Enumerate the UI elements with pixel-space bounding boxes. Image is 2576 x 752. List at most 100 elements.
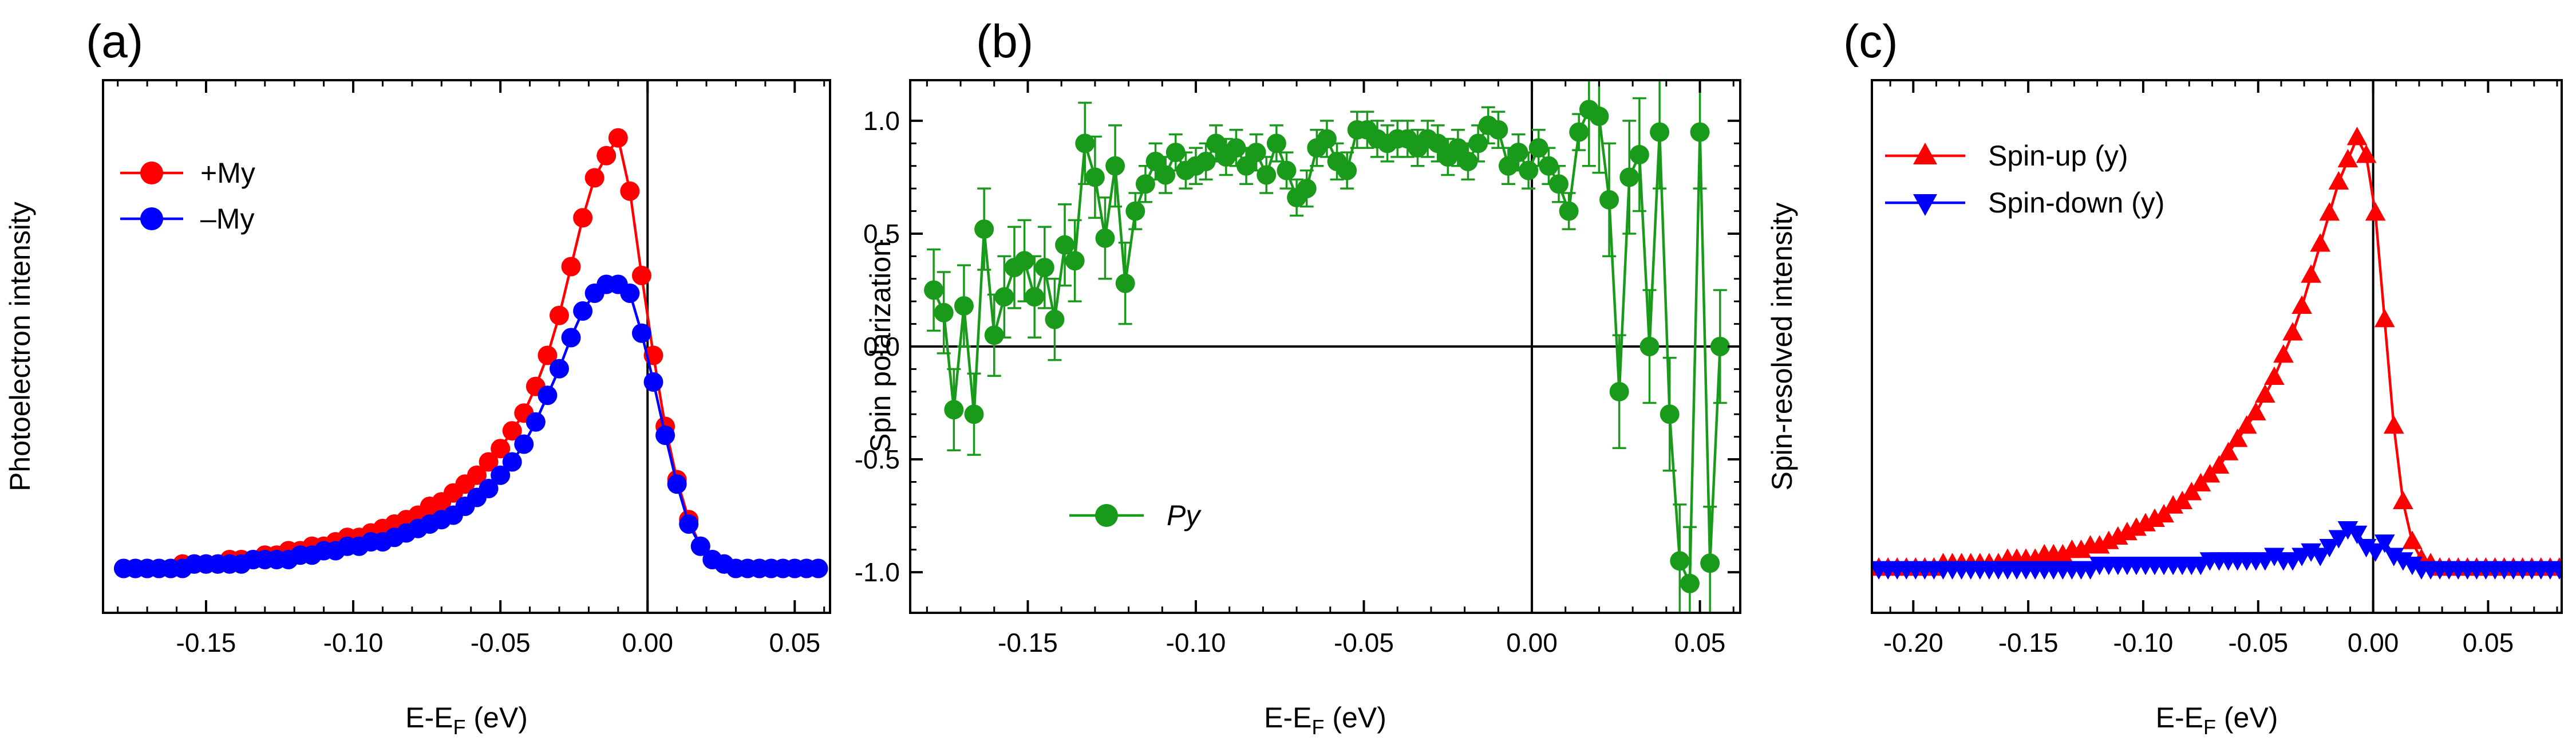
panel-label: (a) bbox=[86, 15, 143, 68]
data-point bbox=[467, 465, 487, 485]
data-point bbox=[1428, 133, 1448, 153]
data-point bbox=[1488, 120, 1508, 140]
panel-label: (b) bbox=[976, 15, 1033, 68]
data-point bbox=[1317, 129, 1337, 149]
x-tick-label: -0.10 bbox=[1166, 628, 1226, 657]
panel-a: (a) -0.15 -0.10 -0.05 0.00 0.05 E-EF (eV) Photo… bbox=[4, 15, 831, 739]
data-point bbox=[549, 305, 569, 325]
x-tick-label: -0.10 bbox=[2113, 628, 2174, 657]
legend: Py bbox=[1069, 499, 1202, 531]
y-tick-label: -0.5 bbox=[855, 444, 900, 474]
data-point bbox=[608, 128, 628, 148]
panel-b: (b) -0.15 -0.10 -0.05 0.00 0.05 1.0 0.5 0.0 -0.5 -… bbox=[855, 15, 1741, 739]
data-point bbox=[1589, 107, 1609, 127]
data-point bbox=[631, 266, 651, 285]
legend-marker bbox=[1913, 143, 1937, 164]
data-point bbox=[1145, 151, 1165, 171]
x-tick-label: 0.00 bbox=[622, 628, 673, 657]
x-axis-title: E-EF (eV) bbox=[405, 702, 528, 739]
legend-marker bbox=[1913, 194, 1937, 216]
data-point bbox=[2374, 308, 2395, 328]
data-point bbox=[974, 219, 994, 239]
data-point bbox=[2393, 490, 2413, 509]
data-point bbox=[667, 474, 687, 494]
data-point bbox=[2346, 525, 2368, 545]
data-point bbox=[491, 465, 511, 485]
data-point bbox=[1650, 122, 1670, 142]
data-point bbox=[1559, 201, 1579, 221]
data-point bbox=[1165, 143, 1186, 163]
x-tick-label: -0.10 bbox=[323, 628, 384, 657]
y-axis-title: Spin polarization bbox=[864, 241, 896, 452]
data-point bbox=[1660, 404, 1680, 424]
data-point bbox=[1548, 174, 1568, 194]
x-tick-label: 0.05 bbox=[1674, 628, 1726, 657]
legend-label: Spin-down (y) bbox=[1988, 187, 2164, 219]
data-point bbox=[1297, 179, 1317, 199]
series-spin-down-y- bbox=[1872, 521, 2562, 580]
data-point bbox=[1156, 165, 1176, 185]
data-point bbox=[1458, 151, 1478, 171]
legend-label: +My bbox=[200, 157, 255, 189]
data-point bbox=[1619, 167, 1639, 187]
data-point bbox=[1700, 553, 1720, 573]
x-tick-label: 0.05 bbox=[769, 628, 821, 657]
data-point bbox=[2402, 530, 2423, 549]
data-point bbox=[2227, 428, 2248, 447]
data-point bbox=[2328, 530, 2349, 549]
legend: +My –My bbox=[120, 157, 255, 235]
data-point bbox=[2383, 415, 2404, 434]
panel-c: (c) -0.20 -0.15 -0.10 -0.05 0.00 0.05 E-EF (eV)… bbox=[1766, 15, 2563, 739]
data-point bbox=[1095, 228, 1115, 248]
data-point bbox=[2236, 415, 2257, 434]
data-point bbox=[620, 284, 640, 303]
data-point bbox=[1065, 251, 1085, 271]
data-point bbox=[1115, 273, 1135, 293]
data-point bbox=[1498, 156, 1518, 176]
data-point bbox=[514, 434, 534, 454]
data-point bbox=[479, 479, 499, 498]
plot-frame bbox=[102, 79, 831, 614]
legend-label: Py bbox=[1167, 499, 1202, 531]
data-point bbox=[2310, 233, 2331, 252]
data-point bbox=[2319, 539, 2340, 558]
x-tick-label: -0.05 bbox=[471, 628, 531, 657]
data-point bbox=[1448, 138, 1468, 158]
data-point bbox=[954, 296, 974, 316]
data-point bbox=[1085, 167, 1105, 187]
series-line bbox=[124, 283, 819, 570]
x-tick-label: 0.00 bbox=[1506, 628, 1558, 657]
data-point bbox=[2264, 366, 2285, 385]
data-point bbox=[620, 181, 640, 201]
x-tick-label: -0.20 bbox=[1883, 628, 1943, 657]
data-point bbox=[1226, 138, 1246, 158]
data-point bbox=[1337, 160, 1357, 180]
x-axis-title: E-EF (eV) bbox=[2156, 702, 2278, 739]
data-point bbox=[502, 452, 522, 472]
data-point bbox=[1539, 156, 1559, 176]
data-point bbox=[1055, 235, 1075, 255]
legend: Spin-up (y) Spin-down (y) bbox=[1885, 140, 2164, 219]
data-point bbox=[1609, 381, 1629, 401]
data-point bbox=[2291, 295, 2312, 314]
data-point bbox=[1045, 309, 1065, 329]
data-point bbox=[573, 301, 593, 321]
data-point bbox=[1206, 133, 1226, 153]
y-tick-label: 1.0 bbox=[863, 106, 900, 136]
data-point bbox=[1014, 251, 1034, 271]
data-point bbox=[1277, 160, 1297, 180]
data-point bbox=[2282, 322, 2303, 341]
series--my bbox=[113, 274, 828, 578]
data-point bbox=[1246, 143, 1266, 163]
x-tick-label: -0.15 bbox=[998, 628, 1058, 657]
legend-label: Spin-up (y) bbox=[1988, 140, 2128, 172]
data-point bbox=[984, 325, 1004, 345]
data-point bbox=[1508, 143, 1528, 163]
data-point bbox=[655, 426, 675, 445]
data-point bbox=[1710, 337, 1730, 356]
panel-label: (c) bbox=[1843, 15, 1898, 68]
data-point bbox=[679, 514, 699, 534]
data-point bbox=[502, 421, 522, 441]
data-point bbox=[2549, 561, 2562, 580]
